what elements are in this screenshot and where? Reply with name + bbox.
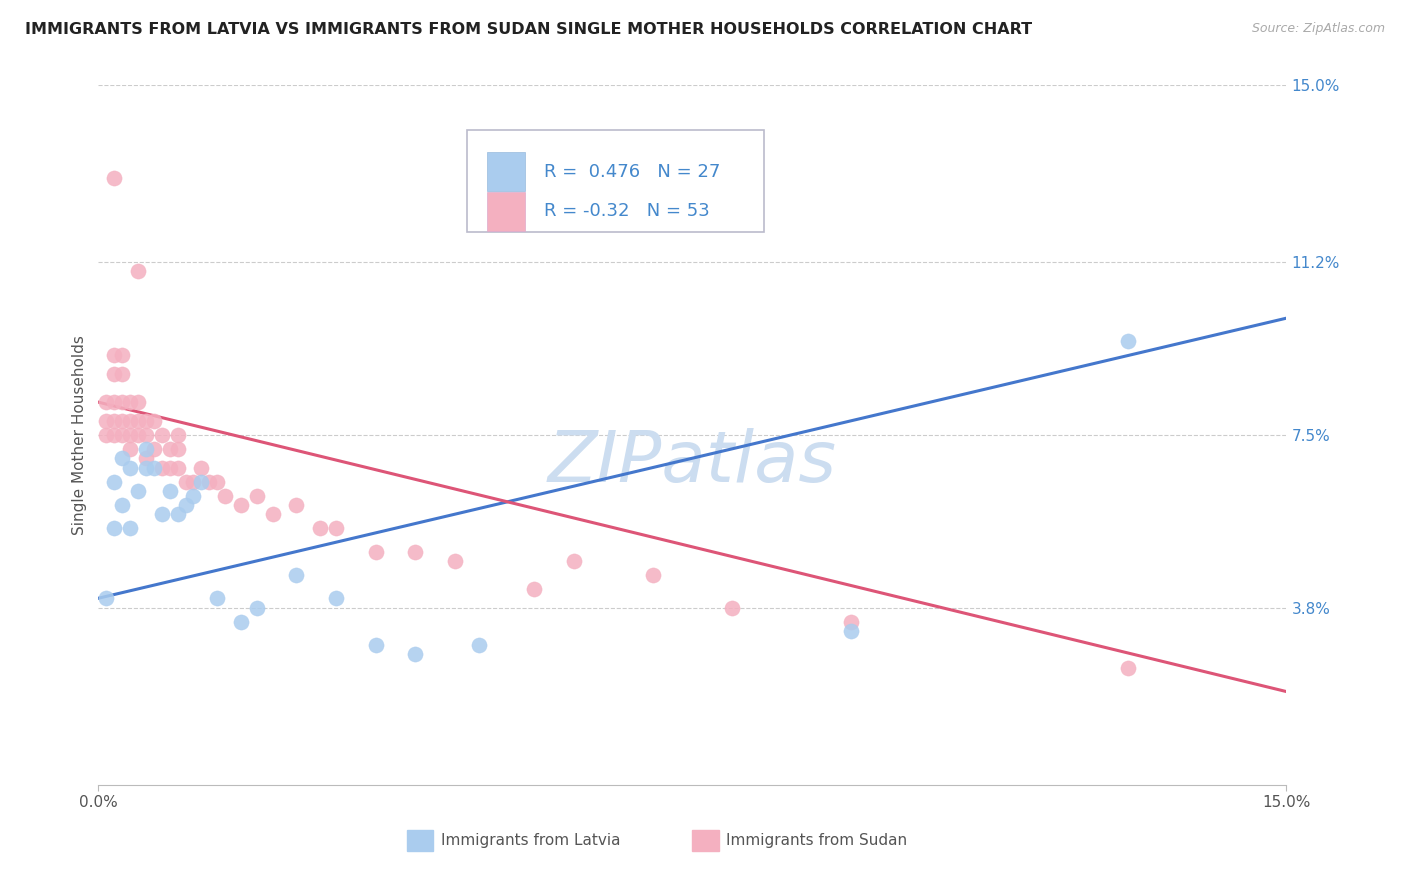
Point (142, 414, 165, 428)
Point (229, 498, 252, 512)
Point (159, 442, 181, 456)
Point (103, 349, 125, 363)
Point (364, 638, 387, 652)
Point (246, 600, 269, 615)
Point (190, 475, 212, 489)
Point (1116, 661, 1139, 675)
Bar (486, 192, 524, 230)
Point (127, 395, 149, 409)
Point (159, 460, 181, 475)
Point (103, 414, 125, 428)
FancyBboxPatch shape (467, 130, 763, 232)
Text: Source: ZipAtlas.com: Source: ZipAtlas.com (1251, 22, 1385, 36)
Point (467, 638, 489, 652)
Point (198, 475, 221, 489)
Point (135, 442, 157, 456)
Bar (486, 153, 524, 191)
Point (111, 395, 134, 409)
Point (214, 489, 236, 503)
Point (111, 367, 134, 381)
Point (205, 591, 228, 606)
Point (150, 427, 173, 442)
Point (183, 475, 205, 489)
Bar (408, 830, 433, 852)
Point (96, 414, 118, 428)
Point (174, 498, 197, 512)
Point (166, 427, 188, 442)
Point (404, 647, 426, 661)
Text: Immigrants from Sudan: Immigrants from Sudan (725, 833, 907, 848)
Y-axis label: Single Mother Households: Single Mother Households (72, 334, 87, 535)
Point (142, 460, 165, 475)
Point (1116, 334, 1139, 349)
Point (120, 460, 142, 475)
Text: IMMIGRANTS FROM LATVIA VS IMMIGRANTS FROM SUDAN SINGLE MOTHER HOUSEHOLDS CORRELA: IMMIGRANTS FROM LATVIA VS IMMIGRANTS FRO… (25, 22, 1032, 37)
Point (120, 414, 142, 428)
Point (103, 427, 125, 442)
Point (285, 568, 308, 582)
Point (325, 521, 347, 535)
Text: R =  0.476   N = 27: R = 0.476 N = 27 (544, 162, 720, 180)
Point (190, 460, 212, 475)
Point (127, 427, 149, 442)
Point (166, 442, 188, 456)
Point (839, 624, 862, 638)
Point (120, 521, 142, 535)
Point (404, 544, 426, 558)
Point (111, 498, 134, 512)
Point (183, 489, 205, 503)
Point (103, 395, 125, 409)
Point (127, 483, 149, 498)
Point (96, 591, 118, 606)
Point (142, 442, 165, 456)
Point (103, 367, 125, 381)
Text: R = -0.32   N = 53: R = -0.32 N = 53 (544, 202, 710, 220)
Point (127, 414, 149, 428)
Point (166, 460, 188, 475)
Point (111, 414, 134, 428)
Point (150, 460, 173, 475)
Point (205, 475, 228, 489)
Point (111, 451, 134, 466)
Point (96, 427, 118, 442)
Point (246, 489, 269, 503)
Point (103, 521, 125, 535)
Text: Immigrants from Latvia: Immigrants from Latvia (440, 833, 620, 848)
Point (166, 507, 188, 521)
Point (325, 591, 347, 606)
Point (120, 442, 142, 456)
Point (839, 615, 862, 629)
Point (111, 349, 134, 363)
Point (103, 475, 125, 489)
Point (159, 483, 181, 498)
Point (135, 460, 157, 475)
Point (96, 395, 118, 409)
Point (721, 600, 744, 615)
Point (135, 414, 157, 428)
Point (111, 427, 134, 442)
Point (285, 498, 308, 512)
Point (641, 568, 664, 582)
Text: ZIPatlas: ZIPatlas (548, 428, 837, 498)
Point (127, 264, 149, 278)
Point (444, 554, 467, 568)
Bar (692, 830, 718, 852)
Point (135, 451, 157, 466)
Point (103, 171, 125, 186)
Point (309, 521, 332, 535)
Point (150, 507, 173, 521)
Point (135, 427, 157, 442)
Point (562, 554, 585, 568)
Point (120, 427, 142, 442)
Point (174, 475, 197, 489)
Point (364, 544, 387, 558)
Point (120, 395, 142, 409)
Point (262, 507, 284, 521)
Point (229, 615, 252, 629)
Point (523, 582, 546, 596)
